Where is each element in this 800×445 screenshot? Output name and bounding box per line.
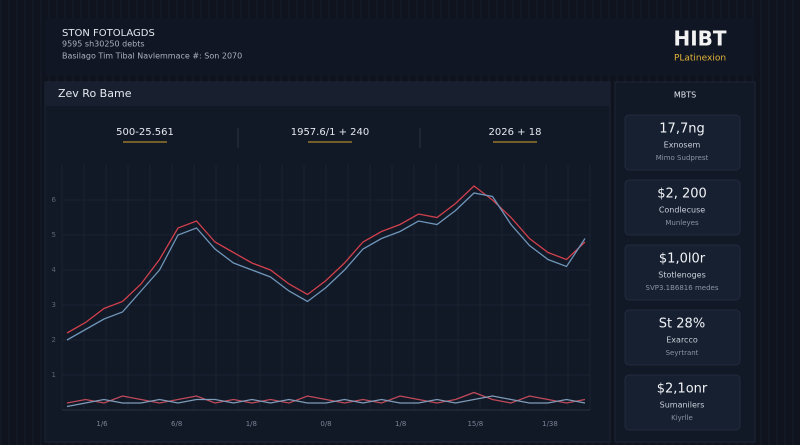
x-tick-label: 1/8 [246, 420, 257, 428]
y-tick-label: 2 [52, 336, 56, 344]
line-series [66, 395, 586, 408]
y-tick-label: 1 [52, 371, 56, 379]
card-label: Exarcco [666, 336, 698, 345]
card-value: 17,7ng [659, 122, 704, 137]
stat-value: 2026 + 18 [489, 127, 542, 138]
y-tick-label: 6 [52, 196, 57, 204]
card-note: Kiyrlle [671, 414, 693, 422]
y-tick-label: 4 [52, 266, 57, 274]
line-series [66, 192, 586, 341]
panel-titlebar [45, 82, 610, 106]
card-label: Stotlenoges [658, 271, 706, 280]
card-value: St 28% [659, 317, 705, 332]
card-label: Exnosem [664, 141, 701, 150]
sidebar-title: MBTS [674, 91, 696, 100]
card [624, 179, 741, 236]
line-series [66, 391, 586, 404]
stat-value: 1957.6/1 + 240 [291, 127, 370, 138]
header-bar [45, 18, 755, 76]
card-value: $1,0l0r [659, 252, 706, 267]
y-tick-label: 5 [52, 231, 56, 239]
header-subtitle: 9595 sh30250 debts [62, 40, 145, 49]
header-title: STON FOTOLAGDS [62, 28, 155, 39]
x-tick-label: 0/8 [320, 420, 331, 428]
logo: HIBT [673, 27, 726, 51]
card-note: SVP3.1B6816 medes [646, 284, 719, 292]
card [624, 374, 741, 431]
card [624, 244, 741, 301]
card-value: $2, 200 [657, 187, 707, 202]
logo-sub: PLatinexion [674, 54, 726, 64]
panel-title: Zev Ro Bame [58, 87, 132, 100]
card [624, 309, 741, 366]
card-value: $2,1onr [657, 382, 708, 397]
card-note: Mimo Sudprest [656, 154, 709, 162]
header-caption: Basilago Tim Tibal Navlemmace #: Son 207… [62, 52, 242, 61]
card [624, 114, 741, 171]
stat-value: 500-25.561 [116, 127, 174, 138]
card-label: Condlecuse [659, 206, 705, 215]
x-tick-label: 15/8 [467, 420, 483, 428]
card-label: Sumanilers [660, 401, 705, 410]
card-note: Seyrtrant [666, 349, 699, 357]
x-tick-label: 1/6 [96, 420, 108, 428]
card-note: Munleyes [665, 219, 699, 227]
x-tick-label: 1/8 [395, 420, 406, 428]
x-tick-label: 1/38 [542, 420, 558, 428]
y-tick-label: 3 [52, 301, 56, 309]
x-tick-label: 6/8 [171, 420, 182, 428]
